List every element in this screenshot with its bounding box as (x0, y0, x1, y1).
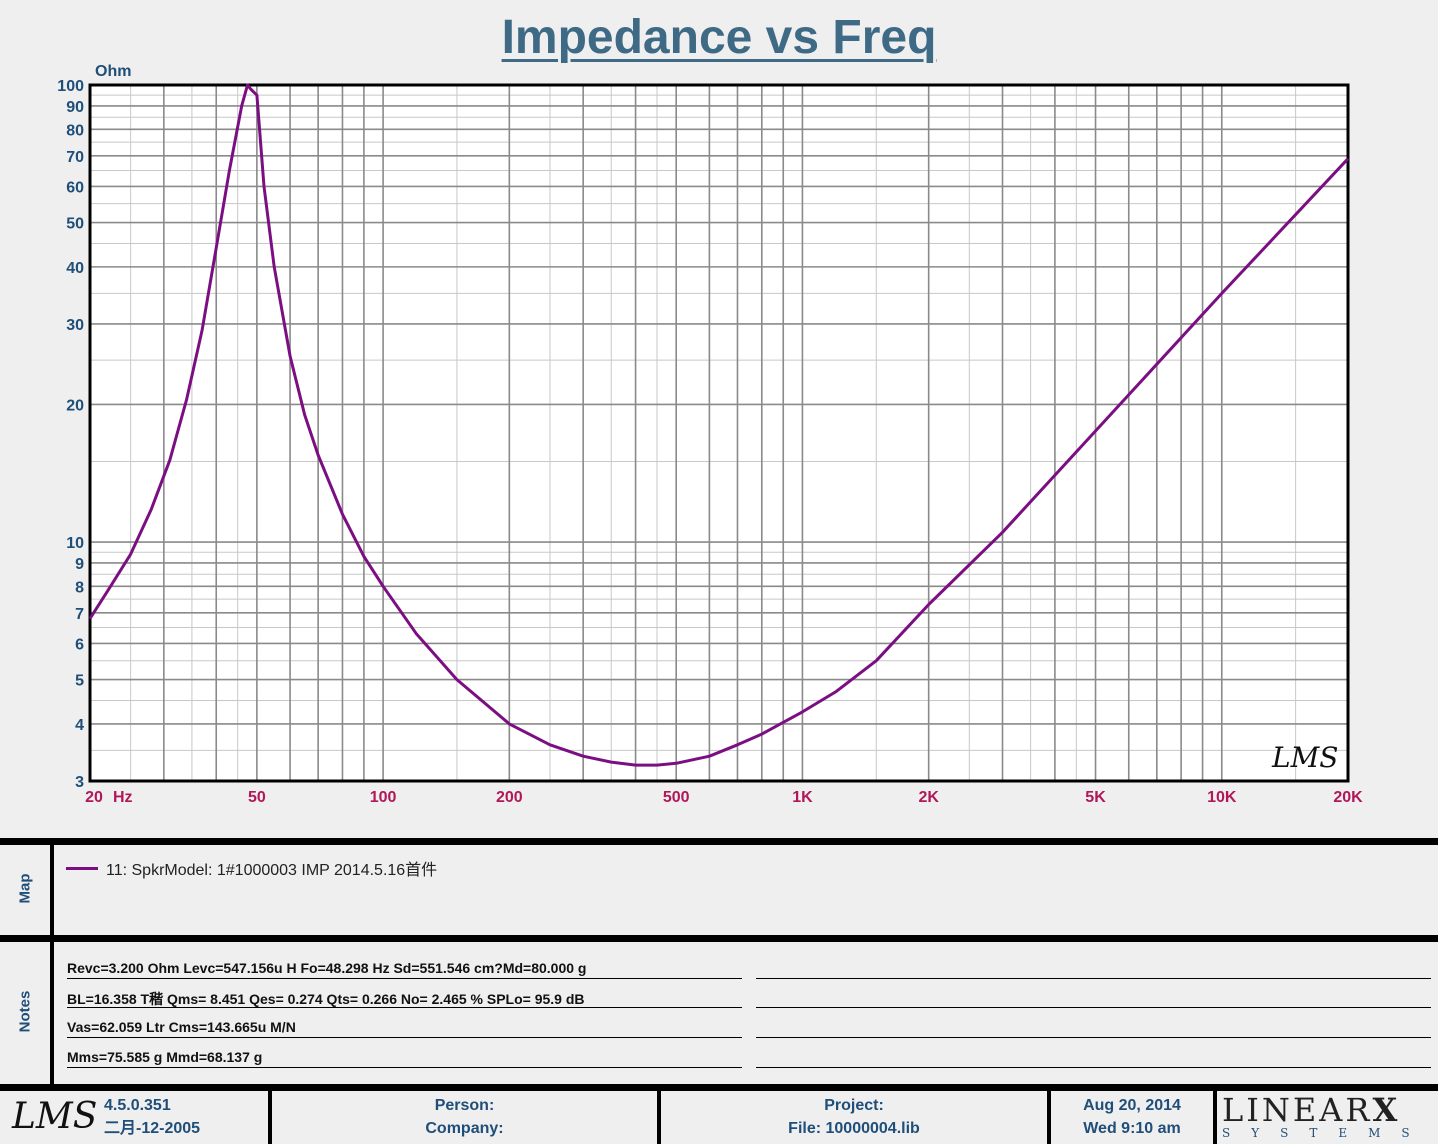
map-divider (50, 845, 54, 937)
linearx-logo-x: X (1372, 1091, 1401, 1129)
y-tick-label: 90 (66, 99, 84, 116)
x-tick-label: 100 (370, 789, 397, 806)
map-label: Map (16, 873, 34, 904)
person-label: Person: (434, 1097, 495, 1114)
footer-lms-logo: LMS (12, 1096, 98, 1137)
y-tick-label: 4 (75, 717, 84, 734)
impedance-series-points (89, 84, 1349, 766)
footer-date: Aug 20, 2014 (1083, 1097, 1181, 1114)
y-tick-label: 20 (66, 397, 84, 414)
note-blank-4 (756, 1049, 1431, 1068)
version-date: 二月-12-2005 (104, 1120, 201, 1137)
x-tick-label: 200 (496, 789, 523, 806)
note-line-3: Vas=62.059 Ltr Cms=143.665u M/N (67, 1019, 742, 1038)
footer-divider-1 (268, 1091, 272, 1144)
y-tick-label: 30 (66, 317, 84, 334)
project-label: Project: (824, 1097, 884, 1114)
footer-divider-4 (1213, 1091, 1217, 1144)
note-blank-2 (756, 989, 1431, 1008)
note-blank-1 (756, 960, 1431, 979)
person-company-cell: Person: Company: (272, 1094, 657, 1140)
version-info: 4.5.0.351 二月-12-2005 (104, 1094, 200, 1140)
y-tick-label: 9 (75, 556, 84, 573)
major-grid (89, 84, 1349, 782)
chart-lms-logo: LMS (1271, 741, 1338, 774)
chart-title: Impedance vs Freq (501, 11, 937, 64)
x-tick-label: 500 (663, 789, 690, 806)
x-axis-unit: Hz (113, 789, 133, 806)
x-tick-label: 10K (1207, 789, 1237, 806)
y-tick-label: 80 (66, 122, 84, 139)
y-tick-labels: 3 4 5 6 7 8 9 10 20 30 40 50 60 70 80 90 100 (57, 78, 84, 791)
y-tick-label: 100 (57, 78, 84, 95)
x-tick-label: 5K (1085, 789, 1106, 806)
note-line-4: Mms=75.585 g Mmd=68.137 g (67, 1049, 742, 1068)
y-tick-label: 40 (66, 260, 84, 277)
y-tick-label: 10 (66, 535, 84, 552)
footer-time: Wed 9:10 am (1083, 1120, 1181, 1137)
x-tick-label: 20K (1333, 789, 1363, 806)
note-line-2: BL=16.358 T稭 Qms= 8.451 Qes= 0.274 Qts= … (67, 989, 742, 1008)
linearx-logo: LINEARX SYSTEMS (1222, 1094, 1434, 1140)
legend-label: 11: SpkrModel: 1#1000003 IMP 2014.5.16首件 (106, 862, 438, 879)
x-tick-label: 2K (918, 789, 939, 806)
note-line-1: Revc=3.200 Ohm Levc=547.156u H Fo=48.298… (67, 960, 742, 979)
x-tick-labels: 20 50 100 200 500 1K 2K 5K 10K 20K (85, 789, 1363, 806)
plot-border (88, 83, 1350, 783)
y-axis-unit: Ohm (95, 63, 131, 80)
x-tick-label: 50 (248, 789, 266, 806)
footer-divider-3 (1047, 1091, 1051, 1144)
notes-label: Notes (16, 990, 34, 1033)
x-tick-label: 20 (85, 789, 103, 806)
y-tick-label: 5 (75, 673, 84, 690)
linearx-logo-word: LINEAR (1222, 1091, 1373, 1129)
y-tick-label: 3 (75, 774, 84, 791)
footer-divider-2 (657, 1091, 661, 1144)
date-time-cell: Aug 20, 2014 Wed 9:10 am (1051, 1094, 1213, 1140)
plot-area (90, 85, 1348, 781)
y-tick-label: 6 (75, 636, 84, 653)
divider-bottom (0, 1084, 1438, 1091)
divider-top (0, 838, 1438, 845)
impedance-chart: 3 4 5 6 7 8 9 10 20 30 40 50 60 70 80 90 100 20 50 100 200 5… (57, 63, 1363, 806)
y-tick-label: 50 (66, 216, 84, 233)
linearx-logo-systems: SYSTEMS (1222, 1126, 1431, 1140)
divider-middle (0, 935, 1438, 942)
project-file-cell: Project: File: 10000004.lib (661, 1094, 1047, 1140)
y-tick-label: 60 (66, 179, 84, 196)
minor-grid (90, 85, 1348, 781)
note-blank-3 (756, 1019, 1431, 1038)
x-tick-label: 1K (792, 789, 813, 806)
file-label: File: 10000004.lib (788, 1120, 920, 1137)
y-tick-label: 70 (66, 149, 84, 166)
y-tick-label: 7 (75, 606, 84, 623)
notes-divider (50, 942, 54, 1084)
version-number: 4.5.0.351 (104, 1097, 171, 1114)
legend-entry: 11: SpkrModel: 1#1000003 IMP 2014.5.16首件 (66, 856, 437, 880)
y-tick-label: 8 (75, 579, 84, 596)
legend-swatch (66, 866, 98, 870)
company-label: Company: (425, 1120, 504, 1137)
